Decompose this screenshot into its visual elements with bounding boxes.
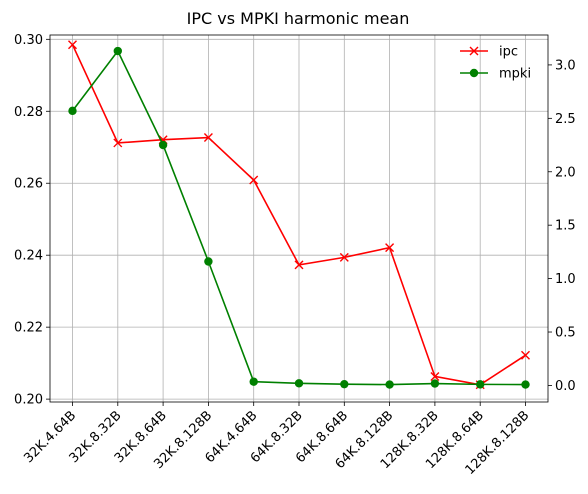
- data-point-mpki: [294, 379, 304, 388]
- series-layer: [68, 40, 530, 390]
- plot-frame: [49, 34, 549, 403]
- legend-marker-ipc: [469, 46, 479, 56]
- y2-tick-label: 2.5: [555, 112, 576, 127]
- legend-label-mpki: mpki: [499, 67, 531, 82]
- y2-tick-label: 2.0: [555, 165, 576, 180]
- data-point-ipc: [249, 175, 259, 185]
- y-tick-label: 0.26: [14, 177, 43, 192]
- y-tick-label: 0.20: [14, 393, 43, 408]
- y2-tick-label: 1.0: [555, 272, 576, 287]
- data-point-mpki: [385, 380, 394, 389]
- legend-label-ipc: ipc: [499, 45, 518, 60]
- grid: [50, 35, 548, 402]
- chart-title: IPC vs MPKI harmonic mean: [187, 9, 410, 28]
- data-point-ipc: [68, 40, 77, 50]
- data-point-ipc: [430, 371, 440, 381]
- data-point-ipc: [521, 350, 530, 360]
- y-tick-label: 0.22: [14, 321, 43, 336]
- y2-tick-label: 0.0: [555, 379, 576, 394]
- data-point-mpki: [340, 379, 349, 389]
- data-point-ipc: [385, 243, 395, 253]
- y-tick-label: 0.28: [14, 105, 43, 120]
- data-point-ipc: [203, 133, 213, 143]
- y2-tick-label: 1.5: [555, 219, 576, 234]
- y-tick-label: 0.24: [14, 249, 43, 264]
- legend: ipc mpki: [460, 45, 531, 82]
- data-point-mpki: [113, 46, 123, 56]
- data-point-mpki: [430, 379, 440, 388]
- data-point-ipc: [294, 260, 304, 270]
- data-point-mpki: [204, 257, 213, 266]
- data-point-mpki: [158, 140, 168, 150]
- y2-tick-label: 0.5: [555, 326, 576, 341]
- data-point-ipc: [339, 252, 349, 262]
- y-tick-label: 0.30: [14, 33, 43, 48]
- data-point-mpki: [476, 380, 485, 389]
- y2-tick-label: 3.0: [555, 58, 576, 73]
- legend-marker-mpki: [469, 68, 479, 78]
- data-point-ipc: [113, 138, 123, 148]
- data-point-mpki: [249, 377, 258, 386]
- data-point-mpki: [68, 106, 77, 116]
- data-point-mpki: [521, 380, 530, 389]
